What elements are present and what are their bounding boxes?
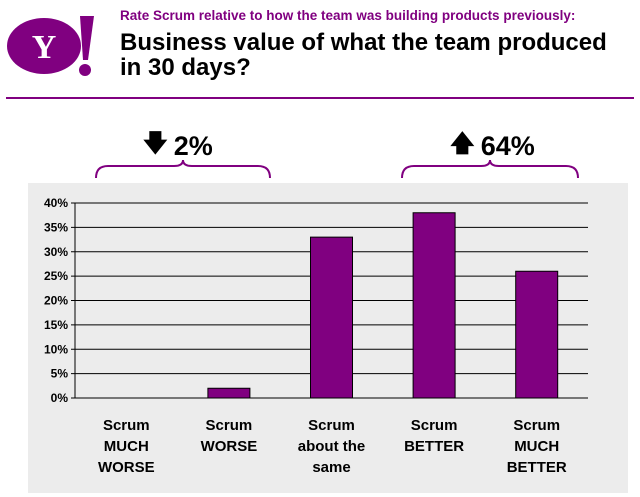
y-tick-label: 20%: [44, 294, 68, 308]
worse-callout: 🡇 2%: [143, 126, 213, 167]
better-callout: 🡅 64%: [450, 126, 535, 167]
bar: [412, 212, 456, 399]
yahoo-logo: Y: [7, 16, 94, 76]
y-tick-label: 10%: [44, 342, 68, 356]
x-category-label: Scrum MUCH WORSE: [98, 417, 155, 476]
y-tick-label: 30%: [44, 245, 68, 259]
y-tick-label: 15%: [44, 318, 68, 332]
svg-text:Y: Y: [32, 29, 57, 66]
bar: [515, 270, 559, 399]
y-tick-label: 40%: [44, 196, 68, 210]
chart-subtitle: Rate Scrum relative to how the team was …: [120, 8, 576, 23]
x-category-label: Scrum BETTER: [404, 417, 464, 455]
worse-callout-label: 2%: [173, 131, 213, 161]
better-callout-label: 64%: [480, 131, 535, 161]
chart-title: Business value of what the team produced…: [120, 29, 607, 81]
y-tick-label: 5%: [51, 367, 69, 381]
x-category-label: Scrum WORSE: [201, 417, 258, 455]
y-tick-label: 25%: [44, 269, 68, 283]
bar: [207, 387, 251, 399]
x-category-label: Scrum about the same: [298, 417, 366, 476]
y-tick-label: 35%: [44, 220, 68, 234]
worse-brace: [95, 159, 271, 179]
divider: [6, 97, 634, 99]
y-tick-label: 0%: [51, 391, 69, 405]
arrow-up-icon: 🡅: [450, 130, 475, 157]
arrow-down-icon: 🡇: [143, 130, 168, 157]
better-brace: [401, 159, 579, 179]
x-category-label: Scrum MUCH BETTER: [507, 417, 567, 476]
bar: [310, 236, 353, 399]
